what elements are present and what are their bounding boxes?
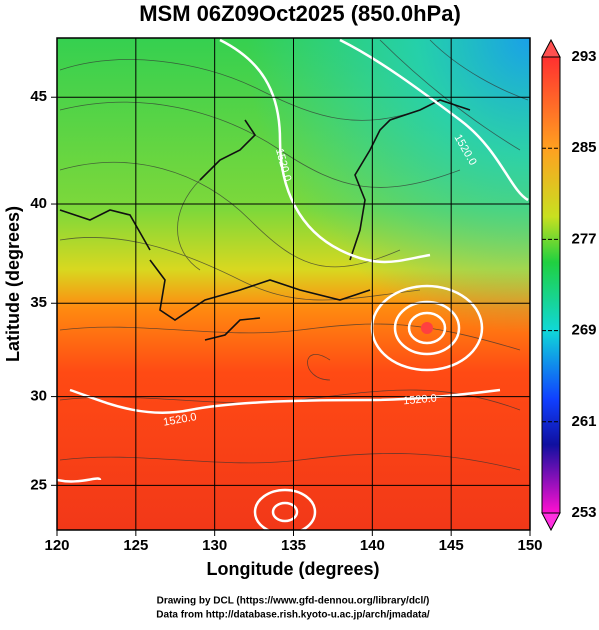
y-tick-label: 35 [30, 294, 47, 311]
x-tick-label: 145 [439, 537, 464, 554]
colorbar-min-arrow [541, 512, 561, 532]
y-tick-label: 25 [30, 476, 47, 493]
colorbar [541, 56, 561, 514]
title: MSM 06Z09Oct2025 (850.0hPa) [139, 1, 461, 26]
colorbar-tick-label: 253 [571, 504, 596, 521]
colorbar-tick-label: 269 [571, 322, 596, 339]
x-tick-label: 140 [360, 537, 385, 554]
contour-label: 1520.0 [403, 392, 438, 407]
x-axis-label: Longitude (degrees) [206, 559, 379, 579]
y-tick-label: 45 [30, 88, 47, 105]
contour-label: 1520.0 [162, 411, 197, 429]
colorbar-tick-label: 285 [571, 139, 596, 156]
colorbar-tick-label: 293 [571, 48, 596, 65]
x-tick-label: 125 [123, 537, 148, 554]
credit: Drawing by DCL (https://www.gfd-dennou.o… [157, 596, 430, 607]
y-tick-label: 40 [30, 195, 47, 212]
colorbar-tick-label: 261 [571, 413, 596, 430]
x-tick-label: 150 [517, 537, 542, 554]
credit: Data from http://database.rish.kyoto-u.a… [156, 610, 430, 621]
x-tick-label: 130 [202, 537, 227, 554]
y-axis-label: Latitude (degrees) [3, 206, 23, 362]
colorbar-max-arrow [541, 38, 561, 58]
y-tick-label: 30 [30, 388, 47, 405]
x-tick-label: 120 [44, 537, 69, 554]
colorbar-tick-label: 277 [571, 230, 596, 247]
x-tick-label: 135 [281, 537, 306, 554]
